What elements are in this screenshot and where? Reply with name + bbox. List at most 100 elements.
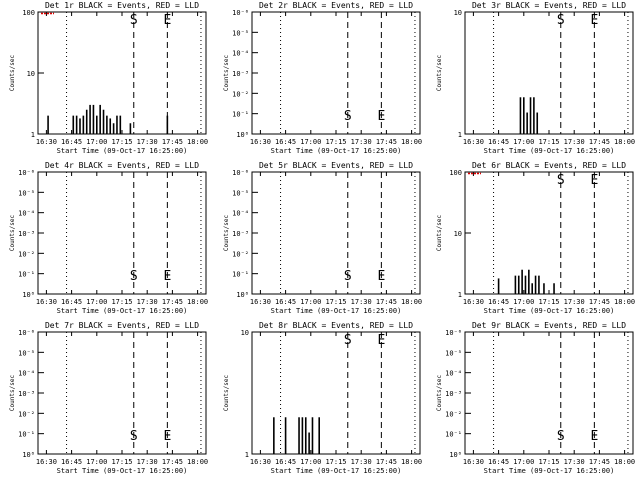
plot-title: Det 7r BLACK = Events, RED = LLD <box>45 321 199 330</box>
y-tick-label: 1 <box>458 291 462 299</box>
x-tick-label: 17:45 <box>589 138 610 146</box>
marker-label-e: E <box>163 269 171 284</box>
x-axis-label: Start Time (09-Oct-17 16:25:00) <box>484 467 615 475</box>
x-tick-label: 17:15 <box>111 458 132 466</box>
y-tick-label: 10⁻¹ <box>18 271 35 279</box>
x-tick-label: 17:30 <box>351 298 372 306</box>
y-tick-label: 10⁻⁴ <box>232 50 249 58</box>
y-tick-label: 10⁻⁶ <box>445 329 462 337</box>
x-tick-label: 16:45 <box>275 138 296 146</box>
marker-label-e: E <box>163 429 171 444</box>
x-axis-label: Start Time (09-Oct-17 16:25:00) <box>484 307 615 315</box>
y-tick-label: 10 <box>454 9 462 17</box>
x-axis-label: Start Time (09-Oct-17 16:25:00) <box>484 147 615 155</box>
y-tick-label: 1 <box>245 451 249 459</box>
x-tick-label: 17:30 <box>137 138 158 146</box>
y-tick-label: 10⁰ <box>22 291 35 299</box>
y-tick-label: 10⁻¹ <box>232 271 249 279</box>
plot-title: Det 5r BLACK = Events, RED = LLD <box>259 161 413 170</box>
x-tick-label: 17:15 <box>538 458 559 466</box>
x-tick-label: 17:45 <box>589 298 610 306</box>
plot-frame <box>251 331 421 455</box>
x-tick-label: 17:00 <box>513 298 534 306</box>
x-tick-label: 16:45 <box>61 458 82 466</box>
marker-label-s: S <box>557 13 565 28</box>
x-tick-label: 18:00 <box>614 138 635 146</box>
y-axis-label: Counts/sec <box>223 215 230 252</box>
x-tick-label: 16:45 <box>488 298 509 306</box>
y-tick-label: 10⁻⁶ <box>232 9 249 17</box>
x-tick-label: 17:00 <box>513 458 534 466</box>
y-tick-label: 10⁻² <box>18 410 35 418</box>
x-tick-label: 16:45 <box>275 298 296 306</box>
y-axis-label: Counts/sec <box>9 215 16 252</box>
y-tick-label: 10⁰ <box>236 131 249 139</box>
x-axis-label: Start Time (09-Oct-17 16:25:00) <box>57 307 188 315</box>
plot-frame <box>464 11 634 135</box>
marker-label-s: S <box>130 13 138 28</box>
x-tick-label: 17:00 <box>300 138 321 146</box>
plot-title: Det 3r BLACK = Events, RED = LLD <box>472 1 626 10</box>
x-tick-label: 17:30 <box>137 298 158 306</box>
x-tick-label: 16:30 <box>463 458 484 466</box>
marker-label-s: S <box>557 429 565 444</box>
y-axis-label: Counts/sec <box>223 55 230 92</box>
y-axis-label: Counts/sec <box>9 375 16 412</box>
x-tick-label: 17:30 <box>137 458 158 466</box>
x-axis-label: Start Time (09-Oct-17 16:25:00) <box>271 307 402 315</box>
y-tick-label: 10⁻⁶ <box>18 329 35 337</box>
y-tick-label: 1 <box>458 131 462 139</box>
x-tick-label: 16:30 <box>463 138 484 146</box>
y-tick-label: 10 <box>241 329 249 337</box>
y-tick-label: 10⁻⁶ <box>18 169 35 177</box>
x-tick-label: 18:00 <box>187 138 208 146</box>
x-tick-label: 17:15 <box>538 138 559 146</box>
y-axis-label: Counts/sec <box>223 375 230 412</box>
plot-frame <box>37 171 207 295</box>
plot-title: Det 2r BLACK = Events, RED = LLD <box>259 1 413 10</box>
marker-label-e: E <box>590 429 598 444</box>
x-tick-label: 17:15 <box>325 138 346 146</box>
x-tick-label: 16:30 <box>36 138 57 146</box>
plot-frame <box>37 331 207 455</box>
y-tick-label: 10⁻³ <box>18 390 35 398</box>
y-tick-label: 10⁻⁶ <box>232 169 249 177</box>
x-tick-label: 16:30 <box>250 458 271 466</box>
plot-title: Det 6r BLACK = Events, RED = LLD <box>472 161 626 170</box>
x-tick-label: 16:45 <box>61 138 82 146</box>
y-tick-label: 100 <box>22 9 35 17</box>
y-axis-label: Counts/sec <box>436 55 443 92</box>
y-axis-label: Counts/sec <box>436 375 443 412</box>
x-tick-label: 16:30 <box>36 458 57 466</box>
y-tick-label: 10⁻¹ <box>445 431 462 439</box>
y-axis-label: Counts/sec <box>436 215 443 252</box>
x-tick-label: 17:45 <box>162 138 183 146</box>
y-tick-label: 10⁻³ <box>232 70 249 78</box>
y-tick-label: 10⁻⁴ <box>445 370 462 378</box>
plot-frame <box>37 11 207 135</box>
x-tick-label: 16:30 <box>250 138 271 146</box>
plot-frame <box>464 331 634 455</box>
marker-label-e: E <box>590 13 598 28</box>
x-tick-label: 18:00 <box>401 458 422 466</box>
x-tick-label: 17:00 <box>300 458 321 466</box>
y-tick-label: 10⁻³ <box>445 390 462 398</box>
y-tick-label: 10⁻² <box>445 410 462 418</box>
x-axis-label: Start Time (09-Oct-17 16:25:00) <box>57 147 188 155</box>
x-tick-label: 16:30 <box>250 298 271 306</box>
y-tick-label: 10⁻² <box>232 250 249 258</box>
x-tick-label: 16:30 <box>463 298 484 306</box>
x-tick-label: 17:15 <box>111 138 132 146</box>
x-tick-label: 17:30 <box>564 298 585 306</box>
y-tick-label: 1 <box>31 131 35 139</box>
y-tick-label: 10⁻⁴ <box>232 210 249 218</box>
marker-label-e: E <box>377 109 385 124</box>
x-tick-label: 17:30 <box>564 458 585 466</box>
x-tick-label: 17:45 <box>376 458 397 466</box>
y-tick-label: 10⁻³ <box>232 230 249 238</box>
y-tick-label: 10⁰ <box>236 291 249 299</box>
marker-label-e: E <box>590 173 598 188</box>
plot-title: Det 8r BLACK = Events, RED = LLD <box>259 321 413 330</box>
y-tick-label: 10⁻² <box>18 250 35 258</box>
x-tick-label: 17:30 <box>351 138 372 146</box>
